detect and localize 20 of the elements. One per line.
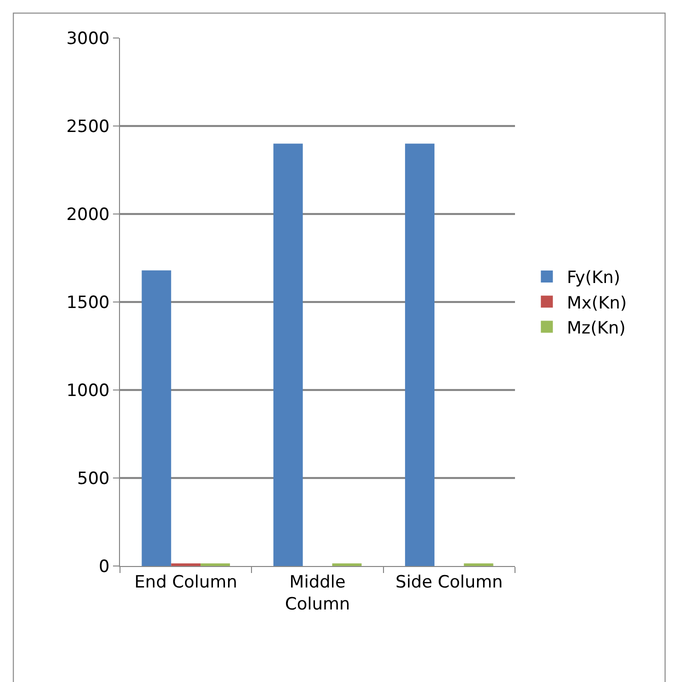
bar xyxy=(332,563,362,566)
legend-label: Mz(Kn) xyxy=(566,318,626,338)
y-tick-label: 2500 xyxy=(66,116,110,137)
bar xyxy=(273,144,303,566)
bar xyxy=(200,563,230,566)
bar xyxy=(171,563,201,566)
legend-label: Mx(Kn) xyxy=(566,293,627,314)
y-tick-label: 2000 xyxy=(66,204,110,225)
y-tick-label: 500 xyxy=(77,468,110,489)
y-tick-label: 1500 xyxy=(66,292,110,313)
y-tick-label: 3000 xyxy=(66,28,110,49)
x-tick-label: Middle Column xyxy=(284,572,350,614)
bar xyxy=(405,144,434,566)
y-tick-label: 1000 xyxy=(66,380,110,401)
x-tick-label: Side Column xyxy=(396,572,503,592)
legend-label: Fy(Kn) xyxy=(566,268,620,288)
bar xyxy=(464,563,494,566)
bar xyxy=(142,270,172,566)
x-tick-label: End Column xyxy=(134,572,238,592)
y-tick-label: 0 xyxy=(98,556,110,577)
